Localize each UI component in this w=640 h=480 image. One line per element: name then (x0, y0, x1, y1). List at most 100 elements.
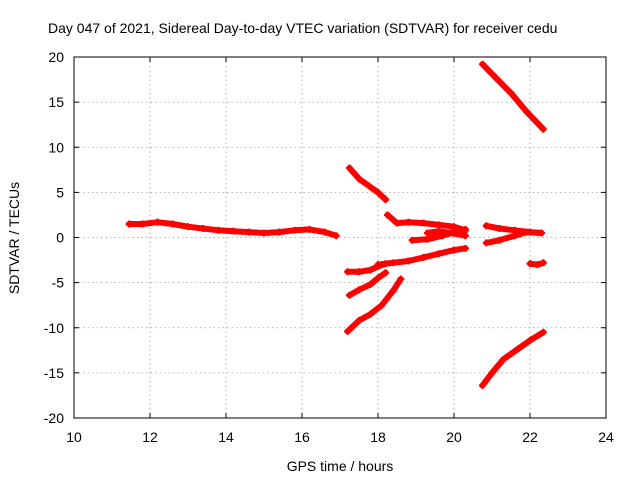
chart-title: Day 047 of 2021, Sidereal Day-to-day VTE… (48, 20, 557, 36)
data-point (245, 228, 253, 236)
data-point (435, 250, 443, 258)
y-tick-label: -15 (44, 365, 64, 381)
data-point (482, 222, 490, 230)
grid-lines (74, 57, 606, 418)
series-trace (479, 329, 547, 389)
data-point (355, 175, 363, 183)
data-point (397, 275, 405, 283)
data-point (499, 355, 507, 363)
data-point (306, 225, 314, 233)
y-tick-label: 20 (48, 49, 64, 65)
data-point (366, 280, 374, 288)
data-point (366, 183, 374, 191)
data-point (154, 218, 162, 226)
data-point (539, 328, 547, 336)
x-tick-label: 10 (66, 429, 82, 445)
data-point (539, 125, 547, 133)
series-trace (346, 165, 389, 203)
data-point (378, 301, 386, 309)
data-point (344, 268, 352, 276)
data-point (404, 257, 412, 265)
data-point (408, 236, 416, 244)
data-point (420, 219, 428, 227)
data-point (230, 227, 238, 235)
data-point (138, 220, 146, 228)
data-point (507, 89, 515, 97)
data-point (355, 286, 363, 294)
data-point (382, 269, 390, 277)
series-trace (344, 276, 404, 335)
y-tick-label: 5 (56, 184, 64, 200)
data-point (382, 260, 390, 268)
data-point (479, 60, 486, 68)
series-trace (479, 61, 547, 133)
data-point (461, 225, 469, 233)
data-point (423, 229, 431, 237)
data-point (169, 220, 177, 228)
data-point (511, 232, 519, 240)
data-point (435, 227, 443, 235)
data-point (488, 369, 496, 377)
data-point (420, 253, 428, 261)
data-point (450, 228, 458, 236)
y-axis-label: SDTVAR / TECUs (6, 182, 22, 294)
data-point (290, 226, 298, 234)
axis-ticks (73, 56, 607, 419)
data-point (346, 291, 353, 299)
x-tick-label: 18 (370, 429, 386, 445)
y-tick-labels: -20 -15 -10 -5 0 5 10 15 20 (44, 49, 64, 426)
data-point (461, 244, 469, 252)
data-point (125, 220, 133, 228)
data-point (374, 262, 382, 270)
data-point (393, 219, 401, 227)
data-point (450, 246, 458, 254)
data-point (275, 228, 283, 236)
x-tick-label: 16 (294, 429, 310, 445)
data-point (346, 164, 353, 172)
data-point (321, 228, 329, 236)
data-point (355, 317, 363, 325)
data-point (332, 232, 340, 240)
data-point (355, 268, 363, 276)
data-point (479, 382, 486, 390)
data-point (374, 274, 382, 282)
data-point (404, 218, 412, 226)
data-point (184, 223, 192, 231)
x-tick-label: 24 (598, 429, 614, 445)
x-tick-label: 12 (142, 429, 158, 445)
data-point (344, 327, 352, 335)
data-point (539, 259, 547, 267)
data-point (496, 236, 504, 244)
data-point (214, 226, 222, 234)
data-point (389, 287, 397, 295)
data-point (382, 196, 390, 204)
y-tick-label: 15 (48, 94, 64, 110)
data-point (534, 261, 542, 269)
x-tick-label: 14 (218, 429, 234, 445)
series-trace (344, 260, 389, 275)
data-point (522, 228, 530, 236)
data-point (537, 229, 545, 237)
data-point (496, 224, 504, 232)
data-point (526, 336, 534, 344)
data-point (522, 107, 530, 115)
y-tick-label: 0 (56, 230, 64, 246)
data-point (492, 74, 500, 82)
data-point (374, 188, 382, 196)
x-tick-labels: 10 12 14 16 18 20 22 24 (66, 429, 614, 445)
data-point (199, 224, 207, 232)
data-point (526, 260, 534, 268)
data-point (423, 235, 431, 243)
data-point (366, 310, 374, 318)
x-axis-label: GPS time / hours (287, 458, 394, 474)
y-tick-label: 10 (48, 139, 64, 155)
data-point (515, 345, 523, 353)
data-series (125, 60, 547, 390)
data-point (439, 232, 447, 240)
data-point (461, 232, 469, 240)
data-point (384, 211, 391, 219)
x-tick-label: 22 (522, 429, 538, 445)
x-tick-label: 20 (446, 429, 462, 445)
data-point (389, 259, 397, 267)
